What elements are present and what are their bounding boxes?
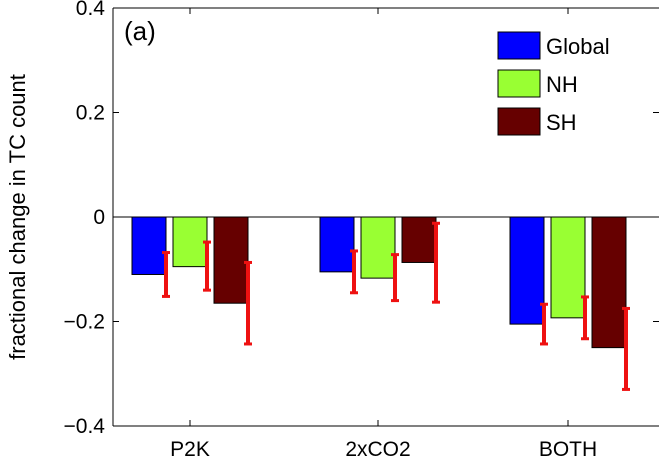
bar-sh-2xco2 bbox=[401, 216, 437, 263]
y-tick-label: 0.4 bbox=[76, 0, 106, 20]
bar-global-both bbox=[509, 216, 545, 325]
error-bar-nh-p2k bbox=[203, 240, 211, 292]
y-axis-label: fractional change in TC count bbox=[5, 74, 30, 360]
legend-item-global: Global bbox=[497, 31, 610, 60]
legend-swatch bbox=[497, 69, 541, 98]
bar-global-2xco2 bbox=[319, 216, 355, 273]
bar-sh-p2k bbox=[213, 216, 249, 304]
y-tick-label: 0 bbox=[93, 206, 105, 229]
bar-global-p2k bbox=[131, 216, 167, 275]
legend-label: Global bbox=[546, 34, 610, 59]
y-tick-label: −0.4 bbox=[64, 415, 106, 438]
error-bar-global-2xco2 bbox=[350, 249, 358, 295]
error-bar-global-both bbox=[540, 302, 548, 346]
plot-area: −0.4 −0.2 0 0.2 0.4 P2K 2xCO2 BOTH bbox=[64, 0, 659, 461]
bar-nh-p2k bbox=[172, 216, 208, 268]
legend-label: NH bbox=[546, 72, 578, 97]
legend: Global NH SH bbox=[497, 31, 610, 136]
legend-swatch bbox=[497, 31, 541, 60]
bar-nh-2xco2 bbox=[360, 216, 396, 279]
bar-sh-both bbox=[591, 216, 627, 349]
error-bar-nh-both bbox=[581, 295, 589, 341]
y-tick-label: 0.2 bbox=[76, 102, 105, 125]
legend-item-sh: SH bbox=[497, 107, 577, 136]
error-bar-global-p2k bbox=[162, 251, 170, 298]
panel-label: (a) bbox=[124, 16, 156, 46]
legend-label: SH bbox=[546, 110, 577, 135]
error-bar-sh-p2k bbox=[244, 260, 252, 346]
error-bar-sh-both bbox=[622, 306, 630, 391]
legend-item-nh: NH bbox=[497, 69, 578, 98]
x-tick-label: BOTH bbox=[539, 438, 597, 461]
error-bar-sh-2xco2 bbox=[432, 221, 440, 304]
bar-nh-both bbox=[550, 216, 586, 319]
error-bar-nh-2xco2 bbox=[391, 253, 399, 303]
legend-swatch bbox=[497, 107, 541, 136]
x-tick-label: P2K bbox=[170, 438, 210, 461]
y-tick-label: −0.2 bbox=[64, 311, 105, 334]
x-tick-label: 2xCO2 bbox=[345, 438, 410, 461]
